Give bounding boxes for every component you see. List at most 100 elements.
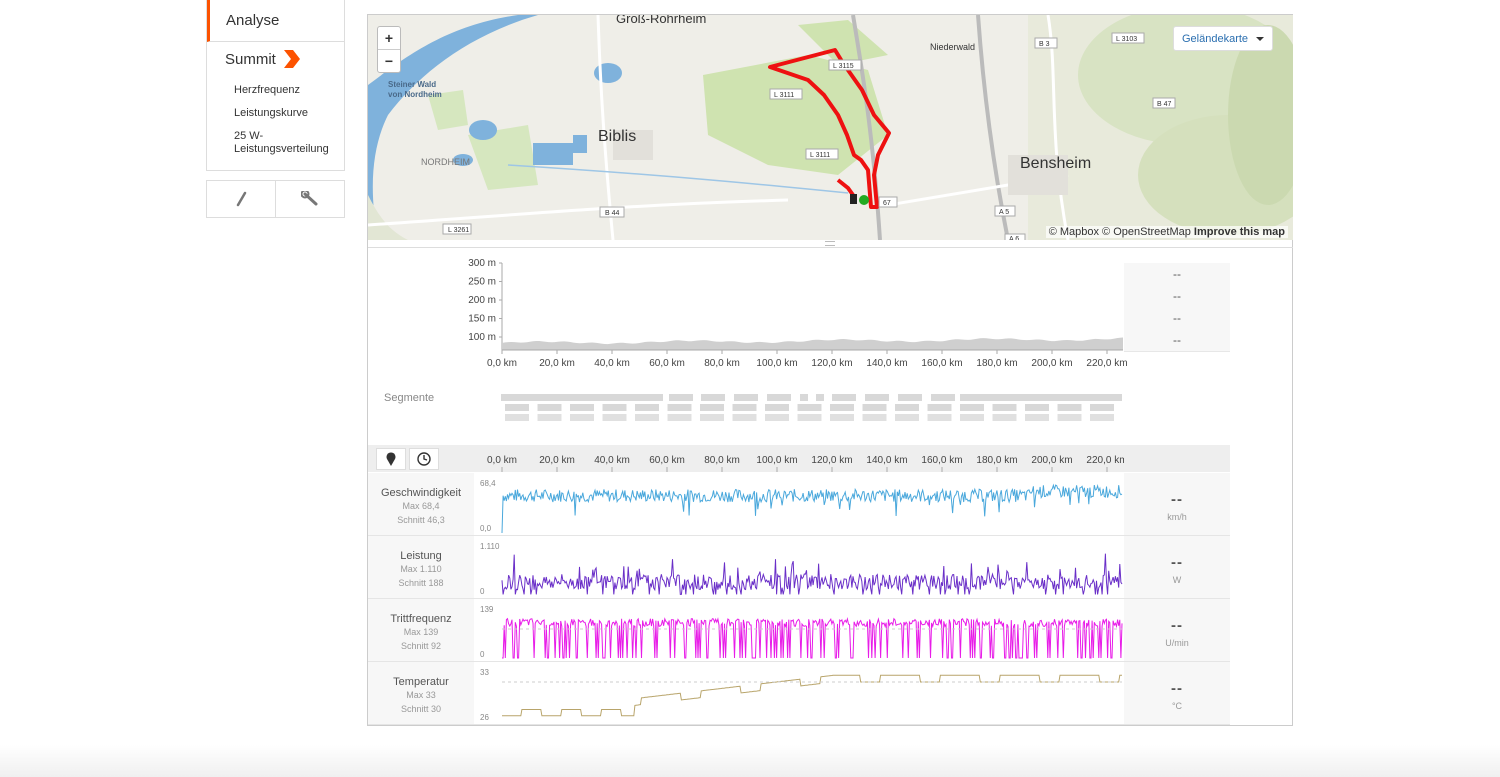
segment-bar[interactable]: [501, 394, 663, 401]
stream-row-temperatur[interactable]: Temperatur Max 33 Schnitt 30 33 26 -- °C: [368, 662, 1230, 725]
elevation-profile[interactable]: [502, 337, 1123, 351]
road-label: A 5: [999, 209, 1009, 216]
segment-bar[interactable]: [537, 404, 562, 411]
segment-bar[interactable]: [732, 404, 757, 411]
segment-bar[interactable]: [895, 404, 919, 411]
segment-bar[interactable]: [667, 404, 692, 411]
segment-bar[interactable]: [765, 414, 789, 421]
segment-bar[interactable]: [1025, 404, 1049, 411]
x-tick-label: 40,0 km: [594, 455, 630, 466]
segment-bar[interactable]: [830, 414, 854, 421]
time-axis-button[interactable]: [409, 448, 439, 470]
stream-plot[interactable]: 1.110 0: [474, 536, 1124, 598]
sidebar-item-label: Leistungsverteilung: [234, 143, 329, 155]
finish-flag-icon[interactable]: [850, 194, 857, 204]
segment-bar[interactable]: [797, 404, 822, 411]
page-footer-shade: [0, 745, 1500, 777]
x-tick-label: 120,0 km: [811, 455, 852, 466]
segment-bar[interactable]: [505, 414, 529, 421]
segment-bar[interactable]: [832, 394, 856, 401]
stream-row-leistung[interactable]: Leistung Max 1.110 Schnitt 188 1.110 0 -- W: [368, 536, 1230, 599]
segment-bar[interactable]: [701, 394, 725, 401]
segment-bar[interactable]: [992, 404, 1017, 411]
improve-map-link[interactable]: Improve this map: [1193, 226, 1285, 238]
segment-bar[interactable]: [927, 404, 952, 411]
segment-bar[interactable]: [765, 404, 789, 411]
edit-button[interactable]: [207, 181, 275, 217]
stream-plot[interactable]: 33 26: [474, 662, 1124, 724]
segment-bar[interactable]: [862, 414, 887, 421]
segment-bar[interactable]: [1090, 414, 1114, 421]
segment-bar[interactable]: [1057, 414, 1082, 421]
road-label: B 47: [1157, 101, 1172, 108]
segment-bar[interactable]: [570, 404, 594, 411]
segment-bar[interactable]: [1057, 404, 1082, 411]
segment-bar[interactable]: [865, 394, 889, 401]
road-label: L 3111: [810, 152, 830, 159]
place-label: von Nordheim: [388, 90, 442, 99]
segment-bar[interactable]: [960, 414, 984, 421]
distance-axis-button[interactable]: [376, 448, 406, 470]
stream-line: [501, 553, 1123, 595]
segment-bar[interactable]: [895, 414, 919, 421]
segment-bar[interactable]: [734, 394, 758, 401]
segment-bar[interactable]: [667, 414, 692, 421]
place-label: Biblis: [598, 128, 636, 145]
segment-bar[interactable]: [700, 414, 724, 421]
road-label: L 3111: [774, 92, 794, 99]
segment-bar[interactable]: [767, 394, 791, 401]
segment-bar[interactable]: [537, 414, 562, 421]
settings-button[interactable]: [275, 181, 344, 217]
stream-avg: Schnitt 46,3: [397, 515, 445, 525]
sidebar-item-summit[interactable]: Summit: [207, 42, 344, 76]
stream-row-geschwindigkeit[interactable]: Geschwindigkeit Max 68,4 Schnitt 46,3 68,4 0…: [368, 473, 1230, 536]
segment-bar[interactable]: [927, 414, 952, 421]
segment-bar[interactable]: [635, 404, 659, 411]
sidebar-item-herzfrequenz[interactable]: Herzfrequenz: [234, 84, 301, 96]
sidebar-item-analyse[interactable]: Analyse: [207, 0, 344, 42]
segment-bar[interactable]: [669, 394, 693, 401]
map-type-dropdown[interactable]: Geländekarte: [1173, 26, 1273, 51]
stream-plot[interactable]: 139 0: [474, 599, 1124, 661]
y-tick-label: 100 m: [468, 332, 496, 343]
segment-bar[interactable]: [960, 404, 984, 411]
segment-bar[interactable]: [635, 414, 659, 421]
sidebar-item-leistungskurve[interactable]: Leistungskurve: [234, 107, 308, 119]
attribution-text[interactable]: © Mapbox © OpenStreetMap: [1048, 226, 1191, 238]
stream-avg: Schnitt 30: [400, 704, 442, 714]
y-min-label: 26: [480, 713, 489, 722]
y-max-label: 139: [480, 605, 494, 614]
segment-bar[interactable]: [797, 414, 822, 421]
segment-bar[interactable]: [862, 404, 887, 411]
zoom-in-button[interactable]: +: [384, 30, 394, 46]
stream-line: [502, 616, 1123, 659]
segment-bar[interactable]: [830, 404, 854, 411]
segment-bar[interactable]: [570, 414, 594, 421]
segment-bar[interactable]: [1090, 404, 1114, 411]
start-marker[interactable]: [859, 195, 869, 205]
stream-plot[interactable]: 68,4 0,0: [474, 473, 1124, 535]
segment-bar[interactable]: [898, 394, 922, 401]
sidebar-item-leistungsverteilung[interactable]: 25 W- Leistungsverteilung: [207, 130, 344, 156]
segment-bar[interactable]: [505, 404, 529, 411]
stream-row-trittfrequenz[interactable]: Trittfrequenz Max 139 Schnitt 92 139 0 -- U/mi…: [368, 599, 1230, 662]
map-resize-handle[interactable]: [825, 241, 835, 246]
segment-bar[interactable]: [732, 414, 757, 421]
segment-bar[interactable]: [800, 394, 808, 401]
segment-bar[interactable]: [992, 414, 1017, 421]
route-map[interactable]: L 3261 B 44 L 3111 L 3111 L 3115 B 3 L 3…: [368, 15, 1293, 240]
zoom-out-button[interactable]: −: [378, 49, 400, 72]
segment-bar[interactable]: [816, 394, 824, 401]
y-min-label: 0: [480, 587, 485, 596]
segments-chart[interactable]: [501, 392, 1126, 424]
segment-bar[interactable]: [960, 394, 1122, 401]
segment-bar[interactable]: [602, 414, 627, 421]
segment-bar[interactable]: [700, 404, 724, 411]
segment-bar[interactable]: [602, 404, 627, 411]
stream-value: --: [1171, 554, 1183, 571]
segment-bar[interactable]: [931, 394, 955, 401]
y-tick-label: 150 m: [468, 314, 496, 325]
segment-bar[interactable]: [1025, 414, 1049, 421]
stream-max: Max 68,4: [402, 501, 440, 511]
stream-current: -- U/min: [1124, 599, 1230, 661]
